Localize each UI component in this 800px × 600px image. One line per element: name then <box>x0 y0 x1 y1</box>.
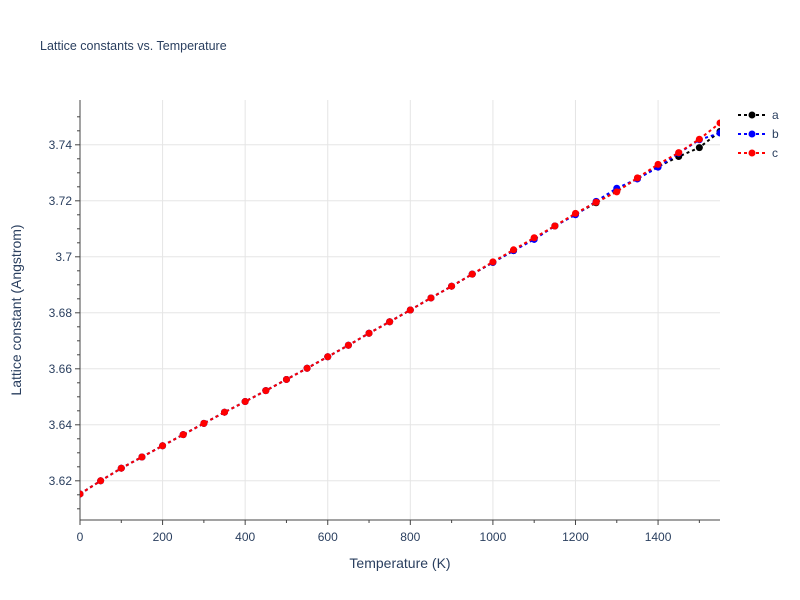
legend-swatch-marker-a <box>748 111 756 119</box>
y-tick-label-2: 3.66 <box>49 362 73 376</box>
point-c-13 <box>344 341 352 349</box>
point-c-16 <box>406 306 414 314</box>
point-c-7 <box>221 408 229 416</box>
point-c-31 <box>716 119 720 127</box>
point-c-29 <box>675 149 683 157</box>
point-c-21 <box>510 246 518 254</box>
legend-label-b: b <box>772 127 779 141</box>
x-tick-label-6: 1200 <box>562 530 589 544</box>
legend-swatch-marker-c <box>748 149 756 157</box>
chart-title: Lattice constants vs. Temperature <box>40 39 227 53</box>
x-tick-label-5: 1000 <box>480 530 507 544</box>
point-c-4 <box>159 442 167 450</box>
point-c-19 <box>468 270 476 278</box>
point-c-5 <box>179 431 187 439</box>
point-c-30 <box>695 135 703 143</box>
legend-item-a[interactable]: a <box>738 108 779 122</box>
point-c-8 <box>241 398 249 406</box>
x-tick-labels: 0 200 400 600 800 1000 1200 1400 <box>77 530 672 544</box>
y-tick-label-0: 3.62 <box>49 474 73 488</box>
x-axis-title: Temperature (K) <box>349 555 450 571</box>
x-tick-label-1: 200 <box>153 530 173 544</box>
legend-swatch-marker-b <box>748 130 756 138</box>
point-b-31 <box>716 129 720 137</box>
point-c-28 <box>654 160 662 168</box>
point-c-23 <box>551 222 559 230</box>
x-tick-label-3: 600 <box>318 530 338 544</box>
series-line-c <box>80 122 720 495</box>
x-tick-label-4: 800 <box>400 530 420 544</box>
point-a-30 <box>695 144 703 152</box>
y-tick-label-3: 3.68 <box>49 306 73 320</box>
point-c-15 <box>386 318 394 326</box>
grid-lines <box>80 100 720 520</box>
point-c-17 <box>427 294 435 302</box>
point-c-25 <box>592 198 600 206</box>
point-c-9 <box>262 387 270 395</box>
legend-item-b[interactable]: b <box>738 127 779 141</box>
point-c-26 <box>613 188 621 196</box>
legend[interactable]: abc <box>738 108 779 160</box>
y-tick-labels: 3.62 3.64 3.66 3.68 3.7 3.72 3.74 <box>49 138 73 488</box>
legend-label-c: c <box>772 146 778 160</box>
series-lines <box>80 119 720 498</box>
x-tick-label-0: 0 <box>77 530 84 544</box>
point-c-3 <box>138 453 146 461</box>
point-c-27 <box>633 174 641 182</box>
point-c-0 <box>80 490 84 498</box>
point-c-1 <box>97 477 105 485</box>
axes <box>75 100 720 525</box>
y-tick-label-5: 3.72 <box>49 194 73 208</box>
x-tick-label-2: 400 <box>235 530 255 544</box>
series-b <box>80 129 720 498</box>
point-c-22 <box>530 234 538 242</box>
legend-label-a: a <box>772 108 779 122</box>
point-c-2 <box>117 464 125 472</box>
point-c-10 <box>282 375 290 383</box>
point-c-14 <box>365 329 373 337</box>
y-tick-label-1: 3.64 <box>49 418 73 432</box>
point-c-6 <box>200 419 208 427</box>
point-c-12 <box>324 353 332 361</box>
y-tick-label-6: 3.74 <box>49 138 73 152</box>
y-tick-label-4: 3.7 <box>55 250 72 264</box>
point-c-11 <box>303 364 311 372</box>
point-c-20 <box>489 258 497 266</box>
series-c <box>80 119 720 498</box>
y-axis-title: Lattice constant (Angstrom) <box>8 224 24 395</box>
legend-item-c[interactable]: c <box>738 146 778 160</box>
point-c-18 <box>448 282 456 290</box>
point-c-24 <box>571 209 579 217</box>
x-tick-label-7: 1400 <box>645 530 672 544</box>
